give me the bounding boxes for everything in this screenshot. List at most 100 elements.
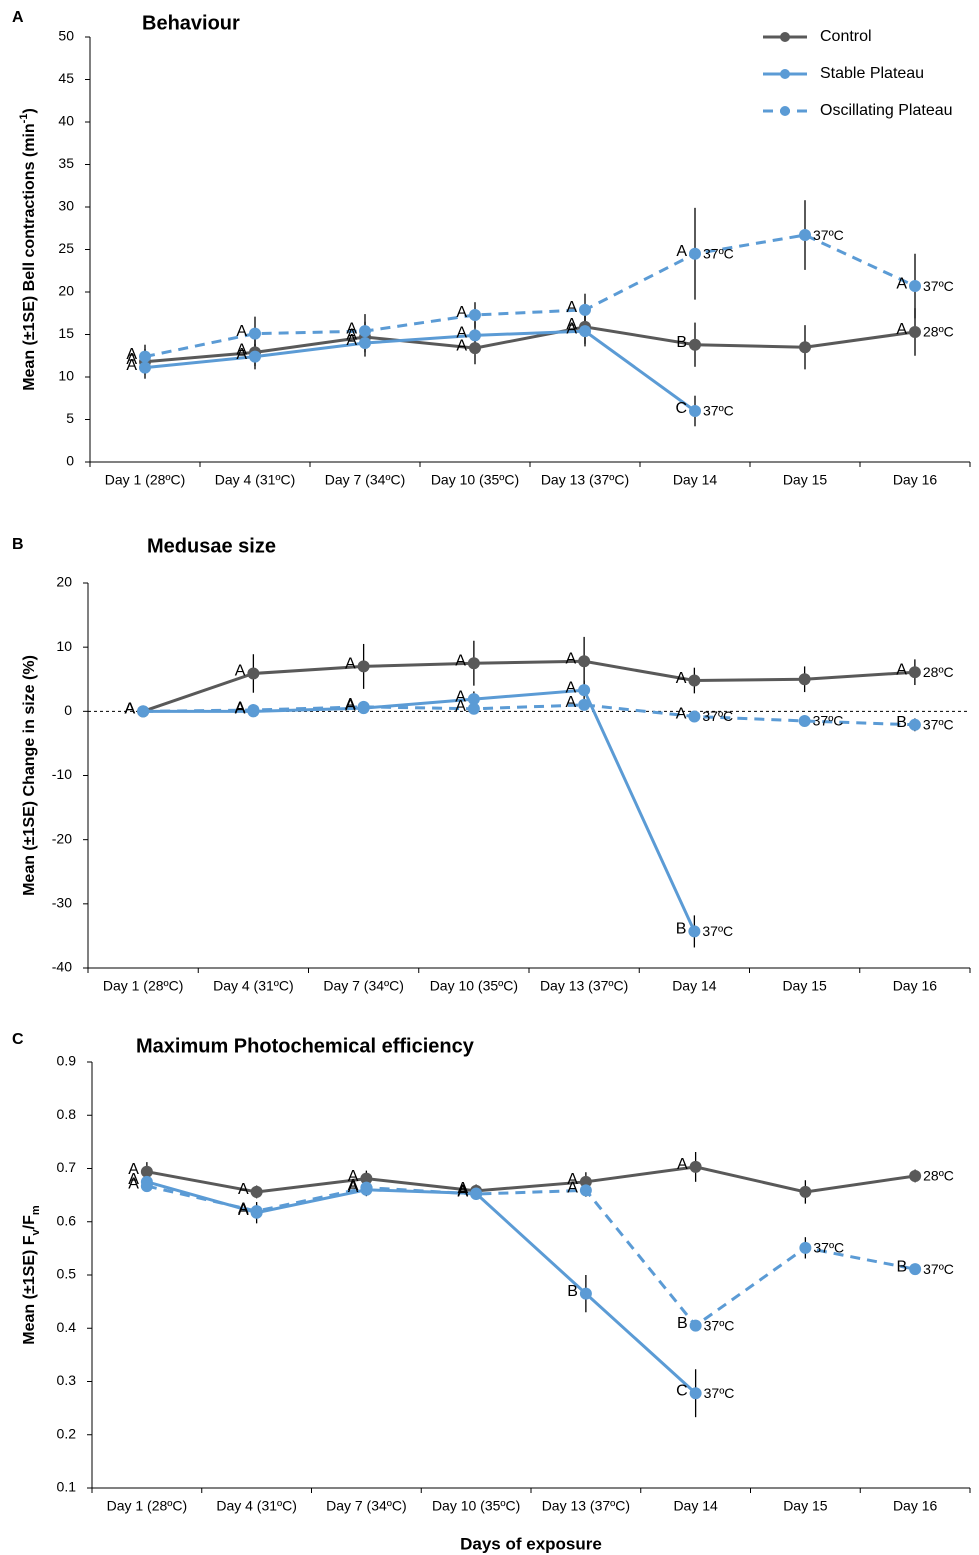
legend-marker: [780, 106, 790, 116]
data-point: [799, 229, 811, 242]
temperature-label: 37ºC: [813, 227, 844, 243]
data-point: [689, 405, 701, 417]
significance-letter: B: [677, 1315, 688, 1332]
temperature-label: 37ºC: [923, 1261, 954, 1277]
x-tick-label: Day 1 (28ºC): [107, 1498, 188, 1514]
significance-letter: A: [238, 1200, 249, 1217]
data-point: [469, 342, 481, 355]
y-tick-label: 0.9: [57, 1053, 77, 1069]
x-tick-label: Day 4 (31ºC): [215, 472, 296, 488]
data-point: [688, 674, 701, 687]
significance-letter: A: [345, 656, 356, 673]
data-point: [909, 1169, 922, 1182]
x-tick-label: Day 7 (34ºC): [326, 1498, 407, 1514]
significance-letter: A: [566, 299, 577, 316]
data-point: [798, 714, 811, 727]
x-tick-label: Day 15: [782, 978, 827, 994]
data-point: [689, 1387, 702, 1400]
data-point: [360, 1172, 373, 1185]
significance-letter: A: [124, 701, 135, 718]
significance-letter: A: [345, 696, 356, 713]
data-point: [249, 327, 261, 340]
y-tick-label: 0.5: [57, 1266, 77, 1282]
significance-letter: A: [455, 698, 466, 715]
significance-letter: A: [235, 701, 246, 718]
y-axis-title-part: /F: [21, 1215, 38, 1229]
panel-label: B: [12, 536, 24, 553]
data-point: [247, 704, 260, 717]
series-line: [146, 1165, 916, 1194]
data-point: [137, 705, 150, 718]
y-tick-label: 0.3: [57, 1372, 77, 1388]
y-tick-label: 15: [58, 325, 74, 341]
significance-letter: A: [235, 699, 246, 716]
y-axis-title: Mean (±1SE) Bell contractions (min-1): [18, 108, 38, 391]
temperature-label: 37ºC: [703, 403, 734, 419]
x-tick-label: Day 16: [893, 1498, 938, 1514]
y-tick-label: 0: [64, 702, 72, 718]
x-tick-label: Day 13 (37ºC): [542, 1498, 630, 1514]
x-axis-title: Days of exposure: [460, 1534, 602, 1553]
legend-label: Stable Plateau: [820, 65, 924, 82]
data-point: [579, 1175, 592, 1188]
data-point: [357, 660, 370, 673]
significance-letter: A: [128, 1175, 139, 1192]
significance-letter: A: [126, 346, 137, 363]
significance-letter: A: [348, 1177, 359, 1194]
x-tick-label: Day 14: [672, 978, 717, 994]
significance-letter: A: [896, 275, 907, 292]
y-axis-title-part: -1: [18, 114, 30, 124]
significance-letter: A: [567, 1171, 578, 1188]
data-point: [909, 280, 921, 293]
temperature-label: 37ºC: [704, 1385, 735, 1401]
significance-letter: A: [567, 1180, 578, 1197]
y-axis-title-part: ): [21, 108, 38, 113]
significance-letter: A: [565, 651, 576, 668]
y-tick-label: 20: [56, 574, 72, 590]
data-point: [688, 925, 701, 938]
x-tick-label: Day 4 (31ºC): [213, 978, 294, 994]
significance-letter: C: [676, 1382, 688, 1399]
y-tick-label: 45: [58, 70, 74, 86]
legend-marker: [780, 69, 790, 79]
significance-letter: A: [235, 663, 246, 680]
significance-letter: A: [456, 325, 467, 342]
y-tick-label: 0.1: [57, 1479, 77, 1495]
significance-letter: A: [126, 351, 137, 368]
y-axis-title: Mean (±1SE) Change in size (%): [21, 655, 38, 896]
y-tick-label: 0: [66, 453, 74, 469]
significance-letter: A: [456, 304, 467, 321]
data-point: [359, 325, 371, 338]
data-point: [799, 1241, 812, 1254]
x-tick-label: Day 15: [783, 1498, 828, 1514]
significance-letter: A: [345, 697, 356, 714]
data-point: [467, 702, 480, 715]
data-point: [470, 1188, 483, 1201]
temperature-label: 28ºC: [923, 664, 954, 680]
significance-letter: A: [457, 1183, 468, 1200]
y-axis-title: Mean (±1SE) Fv/Fm: [21, 1205, 42, 1345]
significance-letter: A: [566, 316, 577, 333]
y-tick-label: -30: [52, 895, 72, 911]
significance-letter: A: [348, 1168, 359, 1185]
data-point: [359, 337, 371, 349]
significance-letter: A: [348, 1179, 359, 1196]
y-tick-label: 40: [58, 113, 74, 129]
data-point: [139, 350, 151, 363]
significance-letter: B: [676, 921, 687, 938]
data-point: [908, 666, 921, 679]
x-tick-label: Day 10 (35ºC): [432, 1498, 520, 1514]
legend-label: Oscillating Plateau: [820, 102, 953, 119]
data-point: [357, 700, 370, 713]
data-point: [578, 655, 591, 668]
y-axis-title-part: v: [30, 1228, 42, 1235]
significance-letter: A: [676, 670, 687, 687]
data-point: [469, 329, 481, 342]
data-point: [799, 1185, 812, 1198]
significance-letter: A: [457, 1180, 468, 1197]
y-tick-label: 5: [66, 410, 74, 426]
series-line: [144, 325, 916, 364]
temperature-label: 37ºC: [923, 278, 954, 294]
data-point: [578, 684, 591, 697]
